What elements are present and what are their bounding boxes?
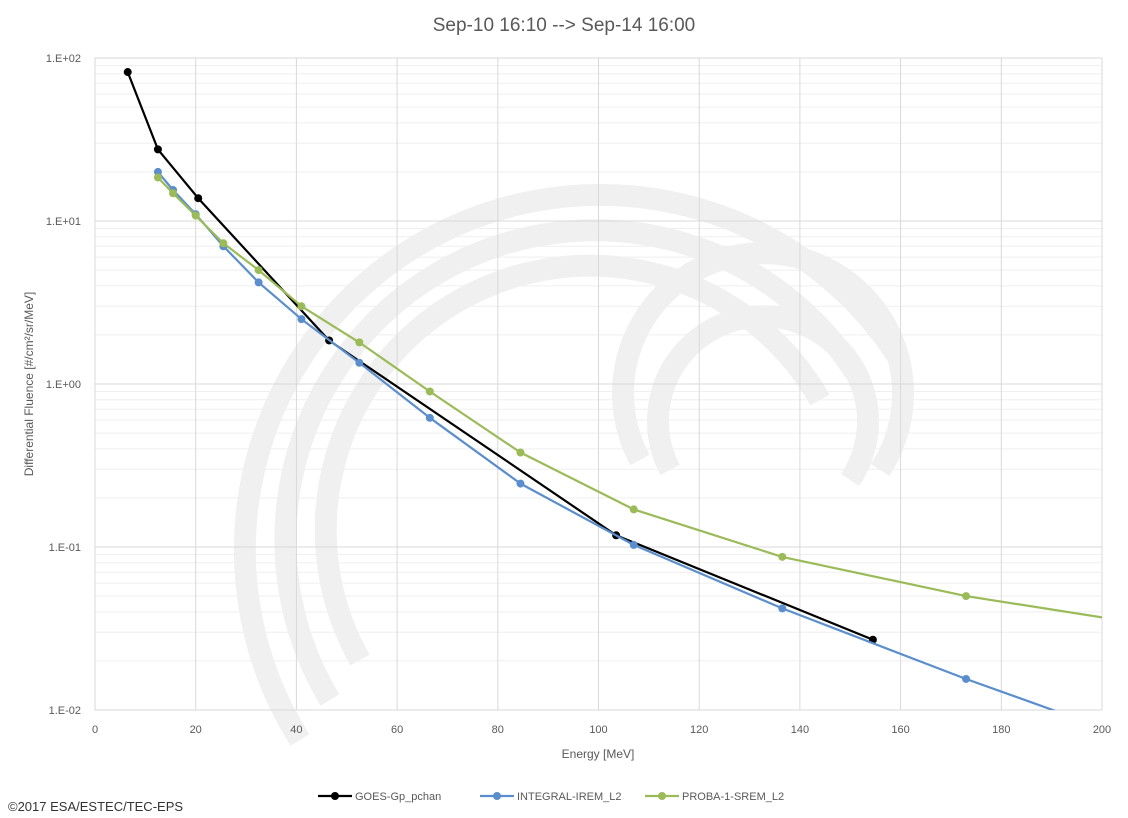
data-point bbox=[153, 167, 162, 176]
data-point bbox=[425, 413, 434, 422]
data-point bbox=[153, 145, 162, 154]
y-tick-label: 1.E+00 bbox=[46, 379, 81, 391]
series-layer bbox=[123, 68, 1102, 710]
data-point bbox=[962, 674, 971, 683]
legend-marker bbox=[658, 792, 666, 800]
y-axis-ticks: 1.E-02 1.E-01 1.E+00 1.E+01 1.E+02 bbox=[46, 53, 81, 717]
legend-label: PROBA-1-SREM_L2 bbox=[682, 791, 784, 803]
x-tick-label: 60 bbox=[391, 724, 403, 736]
watermark-logo bbox=[233, 183, 914, 746]
x-axis-label: Energy [MeV] bbox=[562, 747, 635, 761]
data-point bbox=[516, 448, 525, 457]
data-point bbox=[355, 338, 364, 347]
data-point bbox=[629, 540, 638, 549]
legend: GOES-Gp_pchan INTEGRAL-IREM_L2 PROBA-1-SRE… bbox=[318, 791, 784, 803]
x-tick-label: 80 bbox=[492, 724, 504, 736]
series-PROBA-1-SREM_L2 bbox=[153, 173, 1102, 619]
data-point bbox=[123, 68, 132, 77]
y-tick-label: 1.E-02 bbox=[49, 705, 81, 717]
data-point bbox=[194, 194, 203, 203]
grid bbox=[94, 58, 1103, 711]
legend-item: INTEGRAL-IREM_L2 bbox=[480, 791, 622, 803]
x-tick-label: 160 bbox=[891, 724, 909, 736]
chart-title: Sep-10 16:10 --> Sep-14 16:00 bbox=[433, 15, 696, 36]
data-point bbox=[297, 302, 306, 311]
data-point bbox=[153, 173, 162, 182]
legend-item: PROBA-1-SREM_L2 bbox=[645, 791, 784, 803]
legend-marker bbox=[331, 792, 339, 800]
y-axis-label: Differential Fluence [#/cm²/sr/MeV] bbox=[22, 292, 36, 477]
y-tick-label: 1.E+02 bbox=[46, 53, 81, 65]
data-point bbox=[778, 604, 787, 613]
legend-marker bbox=[493, 792, 501, 800]
y-tick-label: 1.E+01 bbox=[46, 216, 81, 228]
data-point bbox=[778, 552, 787, 561]
data-point bbox=[191, 211, 200, 220]
data-point bbox=[254, 266, 263, 275]
x-tick-label: 200 bbox=[1093, 724, 1111, 736]
data-point bbox=[254, 278, 263, 287]
data-point bbox=[169, 189, 178, 198]
y-tick-label: 1.E-01 bbox=[49, 542, 81, 554]
legend-item: GOES-Gp_pchan bbox=[318, 791, 441, 803]
x-tick-label: 180 bbox=[992, 724, 1010, 736]
data-point bbox=[962, 592, 971, 601]
data-point bbox=[355, 358, 364, 367]
x-tick-label: 40 bbox=[290, 724, 302, 736]
x-axis-ticks: 0 20 40 60 80 100 120 140 160 180 200 bbox=[92, 724, 1111, 736]
data-point bbox=[516, 479, 525, 488]
x-tick-label: 140 bbox=[791, 724, 809, 736]
copyright-text: ©2017 ESA/ESTEC/TEC-EPS bbox=[8, 799, 183, 814]
data-point bbox=[629, 505, 638, 514]
data-point bbox=[425, 387, 434, 396]
legend-label: GOES-Gp_pchan bbox=[355, 791, 441, 803]
x-tick-label: 0 bbox=[92, 724, 98, 736]
data-point bbox=[297, 315, 306, 324]
data-point bbox=[219, 239, 228, 248]
legend-label: INTEGRAL-IREM_L2 bbox=[517, 791, 622, 803]
x-tick-label: 100 bbox=[589, 724, 607, 736]
plot-frame bbox=[94, 57, 1103, 711]
x-tick-label: 20 bbox=[190, 724, 202, 736]
x-tick-label: 120 bbox=[690, 724, 708, 736]
series-line bbox=[126, 71, 874, 641]
